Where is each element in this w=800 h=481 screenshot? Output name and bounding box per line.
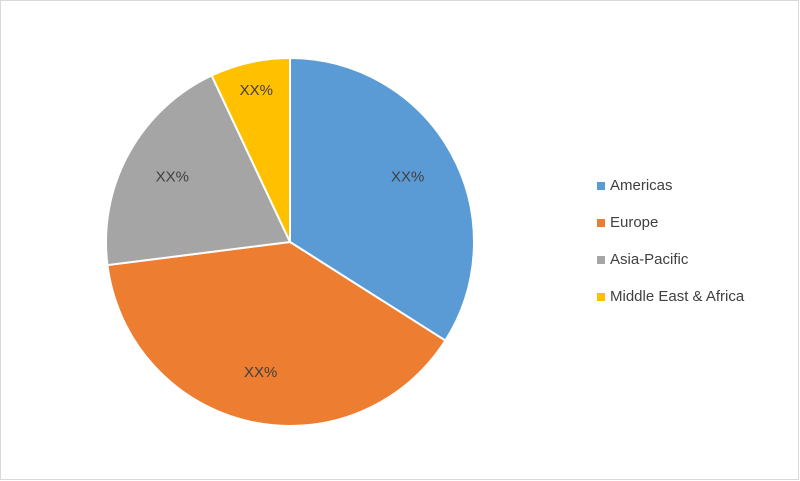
pie-slice bbox=[105, 74, 292, 267]
legend-label: Europe bbox=[610, 214, 658, 231]
legend-label: Americas bbox=[610, 177, 673, 194]
pie-slice bbox=[106, 240, 447, 427]
pie-slice bbox=[289, 56, 475, 342]
data-label: XX% bbox=[156, 168, 189, 185]
pie-slice bbox=[210, 56, 291, 243]
legend-swatch bbox=[597, 219, 605, 227]
data-label: XX% bbox=[240, 82, 273, 99]
data-label: XX% bbox=[244, 364, 277, 381]
data-label: XX% bbox=[391, 168, 424, 185]
legend-label: Asia-Pacific bbox=[610, 251, 689, 268]
legend-swatch bbox=[597, 293, 605, 301]
legend-label: Middle East & Africa bbox=[610, 288, 745, 305]
legend-swatch bbox=[597, 182, 605, 190]
legend-swatch bbox=[597, 256, 605, 264]
